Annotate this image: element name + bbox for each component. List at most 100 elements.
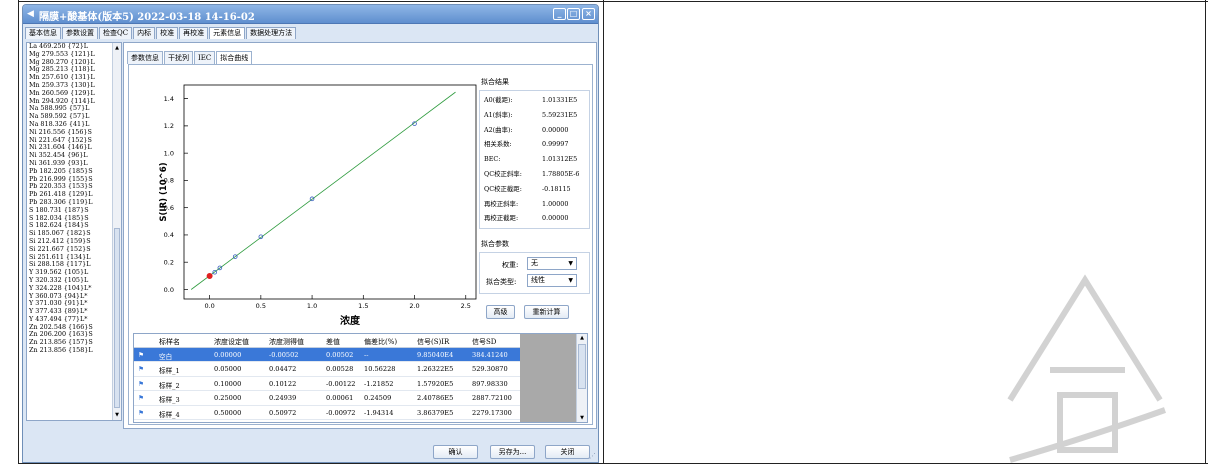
table-row[interactable]: ⚑ 标样_4 0.50000 0.50972 -0.00972 -1.94314 3.863… [134, 406, 520, 420]
element-list-item[interactable]: Mn 259.373 {130}L [29, 80, 95, 89]
element-list-item[interactable]: Y 371.030 {91}L* [29, 299, 88, 308]
element-list-item[interactable]: S 180.731 {187}S [29, 205, 89, 214]
element-list-item[interactable]: Si 185.067 {182}S [29, 229, 91, 238]
element-list-item[interactable]: Na 588.995 {57}L [29, 104, 90, 113]
element-list-item[interactable]: Y 377.433 {89}L* [29, 307, 88, 316]
table-cell: 384.41240 [472, 351, 508, 359]
element-list-item[interactable]: Zn 206.200 {163}S [29, 330, 93, 339]
element-list-item[interactable]: Y 320.332 {105}L [29, 275, 89, 284]
fit-label: 相关系数: [484, 140, 512, 149]
ok-button[interactable]: 确认 [433, 445, 478, 459]
minimize-button[interactable]: _ [553, 8, 566, 20]
tab-recalibration[interactable]: 再校准 [179, 27, 209, 39]
tab-parameter-settings[interactable]: 参数设置 [62, 27, 98, 39]
scroll-down-icon[interactable]: ▼ [115, 412, 119, 418]
weight-select[interactable]: 无 ▼ [527, 257, 577, 271]
element-list-item[interactable]: Mg 279.553 {121}L [29, 49, 95, 58]
table-row[interactable]: ⚑ 标样_1 0.05000 0.04472 0.00528 10.56228 1.2632… [134, 362, 520, 377]
table-cell: -0.00122 [326, 379, 356, 388]
element-list-item[interactable]: Pb 261.418 {129}L [29, 190, 93, 199]
fit-label: QC校正斜率: [484, 169, 522, 178]
element-list-item[interactable]: Pb 216.999 {155}S [29, 174, 93, 183]
element-list-item[interactable]: Zn 213.856 {158}L [29, 346, 93, 355]
title-bar[interactable]: ◀ 隔膜+酸基体(版本5) 2022-03-18 14-16-02 _ □ × [23, 5, 598, 24]
element-list-item[interactable]: Ni 216.556 {156}S [29, 127, 92, 136]
table-scrollbar[interactable]: ▲ ▼ [576, 334, 587, 422]
tab-calibration[interactable]: 校准 [156, 27, 179, 39]
standard-point [232, 254, 238, 259]
scrollbar-thumb[interactable] [114, 228, 120, 408]
dropdown-arrow-icon: ▼ [568, 277, 573, 285]
element-list-item[interactable]: Y 437.494 {77}L* [29, 314, 88, 323]
element-list-item[interactable]: Si 288.158 {117}L [29, 260, 91, 269]
fit-row-slope: A1(斜率): 5.59231E5 [480, 108, 589, 123]
subtab-iec[interactable]: IEC [194, 51, 216, 64]
recalculate-button[interactable]: 重新计算 [524, 305, 569, 319]
tab-basic-info[interactable]: 基本信息 [25, 27, 61, 39]
x-tick-label: 0.0 [204, 302, 214, 310]
subtab-interference[interactable]: 干扰列 [164, 51, 193, 64]
element-list-item[interactable]: Y 360.073 {94}L* [29, 291, 88, 300]
element-list-item[interactable]: Ni 352.454 {96}L [29, 151, 88, 160]
element-list-item[interactable]: Mn 257.610 {131}L [29, 73, 95, 82]
subtab-parameter-info[interactable]: 参数信息 [127, 51, 163, 64]
element-list-item[interactable]: Ni 231.604 {146}L [29, 143, 92, 152]
element-list-item[interactable]: Si 251.611 {134}L [29, 252, 91, 261]
dropdown-arrow-icon: ▼ [568, 260, 573, 268]
element-list-item[interactable]: S 182.034 {185}S [29, 213, 89, 222]
subtab-fit-curve[interactable]: 拟合曲线 [216, 51, 253, 64]
element-list-item[interactable]: Na 589.592 {57}L [29, 112, 90, 121]
element-list-item[interactable]: Zn 213.856 {157}S [29, 338, 93, 347]
scroll-down-icon[interactable]: ▼ [580, 415, 584, 421]
element-list-item[interactable]: Y 324.228 {104}L* [29, 283, 92, 292]
element-list-item[interactable]: Zn 202.548 {166}S [29, 322, 93, 331]
fit-value: 5.59231E5 [542, 110, 578, 119]
element-list-item[interactable]: Pb 283.306 {119}L [29, 197, 93, 206]
element-list-item[interactable]: Mg 285.213 {118}L [29, 65, 95, 74]
element-list-item[interactable]: Ni 361.939 {93}L [29, 158, 88, 167]
element-list-item[interactable]: Mn 294.920 {114}L [29, 96, 95, 105]
element-wavelength-list[interactable]: La 469.250 {72}L Mg 279.553 {121}L Mg 280.… [26, 42, 122, 421]
table-row[interactable]: ⚑ 空白 0.00000 -0.00502 0.00502 -- 9.85040E4 384.… [134, 348, 520, 363]
save-as-button[interactable]: 另存为... [490, 445, 535, 459]
close-button[interactable]: 关闭 [545, 445, 590, 459]
table-cell: -0.00502 [269, 351, 299, 359]
element-list-item[interactable]: Na 818.326 {41}L [29, 119, 90, 128]
scroll-up-icon[interactable]: ▲ [115, 45, 119, 51]
table-cell: 1.26322E5 [417, 365, 454, 374]
fit-value: 1.01331E5 [542, 96, 578, 104]
scrollbar-thumb[interactable] [578, 344, 586, 389]
x-tick-label: 2.0 [409, 302, 419, 310]
scroll-up-icon[interactable]: ▲ [580, 335, 584, 341]
col-signal: 信号(S)IR [417, 338, 450, 346]
fit-value: -0.18115 [542, 184, 571, 193]
tab-element-info[interactable]: 元素信息 [209, 27, 246, 39]
tab-internal-standard[interactable]: 内标 [133, 27, 156, 39]
close-window-button[interactable]: × [582, 8, 595, 20]
element-list-item[interactable]: Mn 260.569 {129}L [29, 88, 95, 97]
fit-type-select[interactable]: 线性 ▼ [527, 274, 577, 288]
advanced-button[interactable]: 高级 [486, 305, 515, 319]
fit-params-title: 拟合参数 [481, 240, 509, 249]
x-tick-label: 0.5 [256, 302, 266, 310]
element-list-item[interactable]: Mg 280.270 {120}L [29, 57, 95, 66]
resize-grip-icon[interactable]: ⋰ [589, 452, 596, 460]
table-row[interactable]: ⚑ 标样_2 0.10000 0.10122 -0.00122 -1.21852 1.579… [134, 377, 520, 392]
element-list-scrollbar[interactable]: ▲ ▼ [112, 43, 121, 420]
element-list-item[interactable]: La 469.250 {72}L [29, 42, 89, 50]
element-list-item[interactable]: Si 212.412 {159}S [29, 236, 91, 245]
table-row[interactable]: ⚑ 标样_3 0.25000 0.24939 0.00061 0.24509 2.40786… [134, 391, 520, 406]
flag-icon: ⚑ [138, 365, 144, 374]
col-deviation: 偏差比(%) [364, 338, 398, 346]
weight-row: 权重: 无 ▼ [480, 256, 589, 273]
tab-data-processing[interactable]: 数据处理方法 [246, 27, 297, 39]
element-list-item[interactable]: Ni 221.647 {152}S [29, 135, 92, 144]
table-cell: 9.85040E4 [417, 351, 454, 359]
element-list-item[interactable]: Si 221.667 {152}S [29, 244, 91, 253]
maximize-button[interactable]: □ [567, 8, 580, 20]
element-list-item[interactable]: S 182.624 {184}S [29, 221, 89, 230]
element-list-item[interactable]: Y 319.562 {105}L [29, 268, 89, 277]
tab-check-qc[interactable]: 检查QC [99, 27, 133, 39]
element-list-item[interactable]: Pb 182.205 {185}S [29, 166, 93, 175]
element-list-item[interactable]: Pb 220.353 {153}S [29, 182, 93, 191]
